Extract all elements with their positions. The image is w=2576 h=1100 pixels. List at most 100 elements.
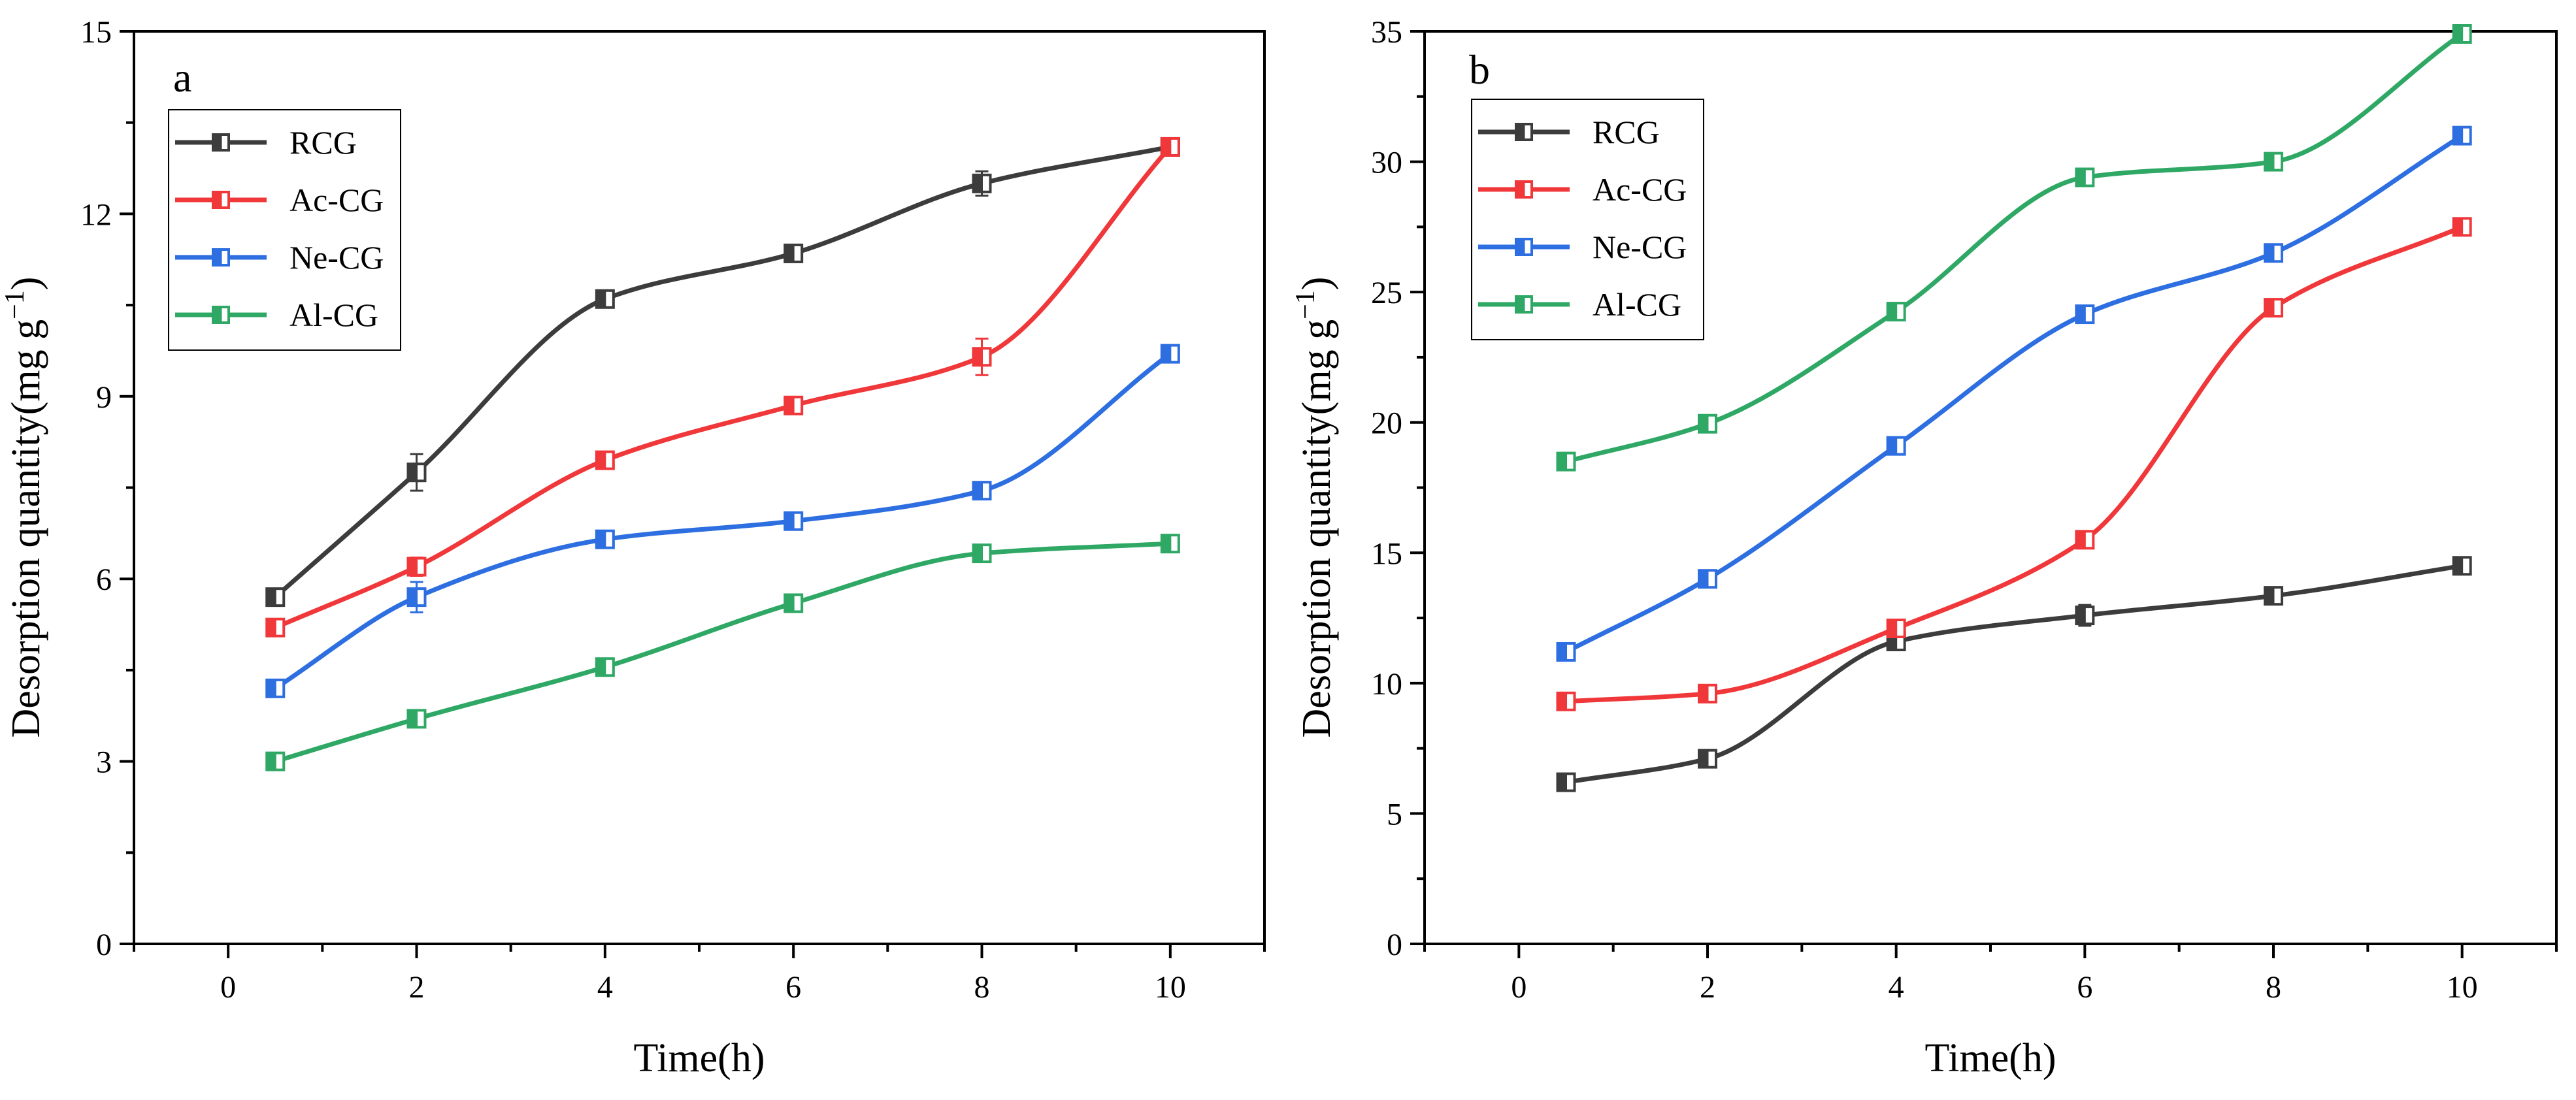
data-point-marker [595,657,615,677]
data-point-marker [265,751,286,771]
y-tick-label: 30 [1371,146,1402,180]
legend-item: RCG [1478,114,1660,150]
legend-marker-icon [1515,238,1533,256]
legend-label: Ne-CG [1593,229,1687,265]
x-tick-label: 10 [1155,970,1186,1005]
y-tick-label: 20 [1371,406,1402,441]
x-axis-title: Time(h) [634,1036,765,1080]
legend-item: RCG [175,124,357,161]
series-rcg [265,137,1180,607]
data-point-marker [1556,641,1576,662]
series-line [272,144,1173,630]
data-point-marker [1556,772,1576,792]
data-point-marker [1160,534,1180,554]
chart-panel-a: 0 2 4 6 8 10 0 3 6 9 12 15 Time(h) Desorption quantit… [0,15,1266,1080]
legend-item: Al-CG [175,297,378,333]
data-point-marker [1160,344,1180,364]
legend-marker-icon [212,248,230,267]
data-point-marker [406,462,427,483]
data-point-marker [784,243,804,263]
data-point-marker [2075,606,2095,626]
data-point-marker [406,587,427,607]
data-point-marker [1556,691,1576,711]
data-point-marker [595,529,615,549]
legend-item: Ac-CG [175,182,384,218]
data-point-marker [1160,137,1180,157]
panel-label: b [1469,46,1490,93]
legend-label: RCG [1593,114,1660,150]
x-tick-label: 4 [597,970,613,1005]
legend-item: Ne-CG [1478,229,1687,265]
legend-label: Ac-CG [1593,171,1687,208]
y-tick-label: 0 [96,928,112,962]
x-tick-label: 6 [785,970,801,1005]
data-point-marker [2264,298,2283,318]
data-point-marker [2452,125,2472,146]
chart-panel-b: 0 2 4 6 8 10 0 5 10 15 20 25 30 35 Time(h) Desorption q… [1291,15,2558,1080]
y-tick-label: 6 [96,562,112,597]
data-point-marker [2075,530,2095,550]
x-tick-label: 8 [974,970,990,1005]
data-point-marker [2075,167,2095,187]
data-point-marker [784,511,804,531]
y-tick-label: 10 [1371,667,1402,702]
data-point-marker [2452,217,2472,237]
data-point-marker [2452,556,2472,576]
series-ne-cg [265,344,1180,698]
x-tick-label: 0 [1511,970,1527,1005]
x-tick-label: 2 [1700,970,1715,1005]
y-axis-title: Desorption quantity(mg g−1) [0,277,48,738]
data-point-marker [784,395,804,415]
legend-label: Al-CG [1593,286,1681,323]
data-point-marker [265,587,286,607]
data-point-marker [406,709,427,729]
data-point-marker [972,347,992,367]
legend-box [1471,99,1704,340]
legend-box [168,109,401,351]
series-ac-cg [265,137,1180,638]
data-point-marker [2264,586,2283,606]
x-tick-label: 6 [2077,970,2092,1005]
y-tick-label: 15 [1371,536,1402,571]
legend-item: Ne-CG [175,239,384,276]
y-tick-label: 12 [80,197,112,232]
data-point-marker [265,678,286,698]
legend-marker-icon [212,133,230,152]
legend-label: RCG [289,124,357,161]
y-tick-label: 3 [96,745,112,780]
x-tick-label: 0 [220,970,236,1005]
data-point-marker [1698,569,1717,589]
data-point-marker [595,289,615,309]
y-tick-label: 35 [1371,15,1402,50]
series-rcg [1556,556,2472,792]
data-point-marker [1886,302,1906,322]
data-point-marker [2075,304,2095,325]
data-point-marker [2452,24,2472,44]
x-tick-label: 2 [409,970,425,1005]
x-tick-label: 4 [1889,970,1904,1005]
y-tick-label: 0 [1387,928,1402,962]
series-line [272,351,1173,691]
data-point-marker [406,557,427,577]
data-point-marker [972,173,992,193]
y-tick-label: 9 [96,380,112,415]
x-tick-label: 10 [2447,970,2478,1005]
legend: RCG Ac-CG Ne-CG Al-CG [168,109,401,351]
y-tick-label: 25 [1371,276,1402,310]
y-tick-label: 15 [80,15,112,50]
legend-marker-icon [212,191,230,209]
x-axis-title: Time(h) [1925,1036,2056,1080]
legend-marker-icon [212,306,230,324]
legend-item: Ac-CG [1478,171,1687,208]
series-al-cg [1556,24,2472,472]
data-point-marker [972,481,992,501]
legend-marker-icon [1515,123,1533,141]
panel-label: a [173,54,191,101]
data-point-marker [1698,413,1717,434]
data-point-marker [2264,152,2283,172]
legend-item: Al-CG [1478,286,1681,323]
x-tick-label: 8 [2266,970,2281,1005]
data-point-marker [1556,451,1576,472]
legend-label: Ac-CG [289,182,384,218]
